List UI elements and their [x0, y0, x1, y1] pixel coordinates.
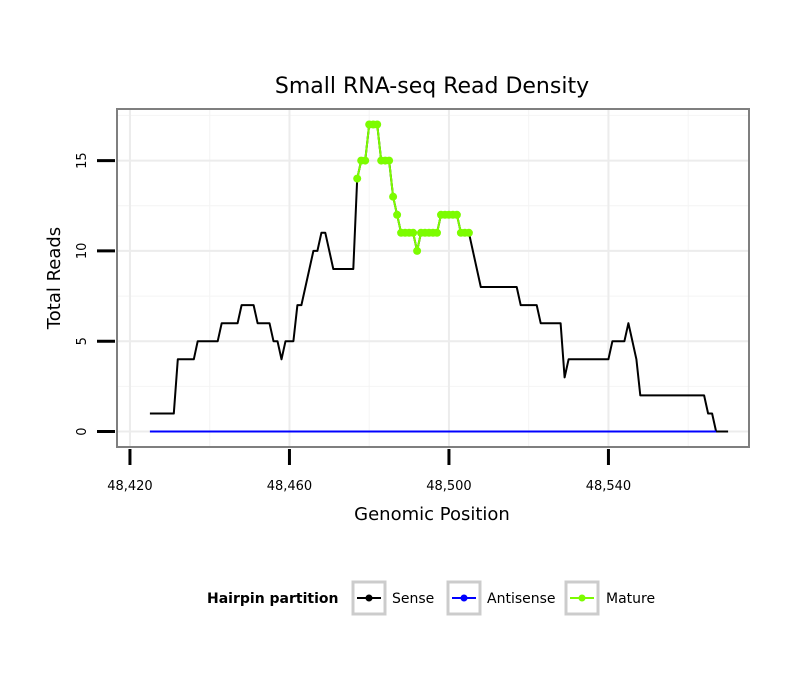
y-tick-label: 5 [75, 337, 90, 345]
data-point-mature [393, 210, 402, 219]
legend-label-mature: Mature [606, 591, 655, 607]
y-tick-label: 10 [75, 243, 90, 260]
legend-marker-antisense [460, 594, 468, 602]
x-tick-label: 48,460 [267, 479, 313, 494]
data-point-mature [361, 156, 370, 165]
series-layer [149, 120, 729, 433]
data-point-mature [389, 192, 398, 201]
x-tick-label: 48,420 [107, 479, 153, 494]
plot-panel [116, 108, 750, 448]
data-point-mature [433, 228, 441, 237]
x-tick-label: 48,500 [426, 479, 472, 494]
legend-item-antisense: Antisense [446, 580, 556, 616]
legend-title: Hairpin partition [207, 591, 338, 607]
data-point-mature [385, 156, 394, 165]
axes: 48,420 48,460 48,500 48,540 0 5 10 15 [75, 152, 631, 494]
x-axis-title: Genomic Position [354, 504, 510, 525]
data-point-mature [413, 246, 422, 255]
chart-title: Small RNA-seq Read Density [275, 74, 589, 99]
data-point-mature [464, 228, 473, 237]
legend-marker-sense [365, 594, 373, 602]
data-point-mature [409, 228, 418, 237]
y-tick-label: 15 [75, 152, 90, 169]
y-tick-label: 0 [75, 427, 90, 435]
legend-label-sense: Sense [392, 591, 434, 607]
y-axis-title: Total Reads [44, 227, 65, 330]
data-point-mature [452, 210, 461, 219]
legend-item-mature: Mature [564, 580, 655, 616]
data-point-mature [353, 174, 362, 183]
legend-item-sense: Sense [351, 580, 434, 616]
legend-marker-mature [578, 594, 586, 602]
data-point-mature [373, 120, 382, 129]
legend: Hairpin partition Sense Antisense Mature [207, 580, 655, 616]
legend-label-antisense: Antisense [487, 591, 556, 607]
x-tick-label: 48,540 [586, 479, 632, 494]
